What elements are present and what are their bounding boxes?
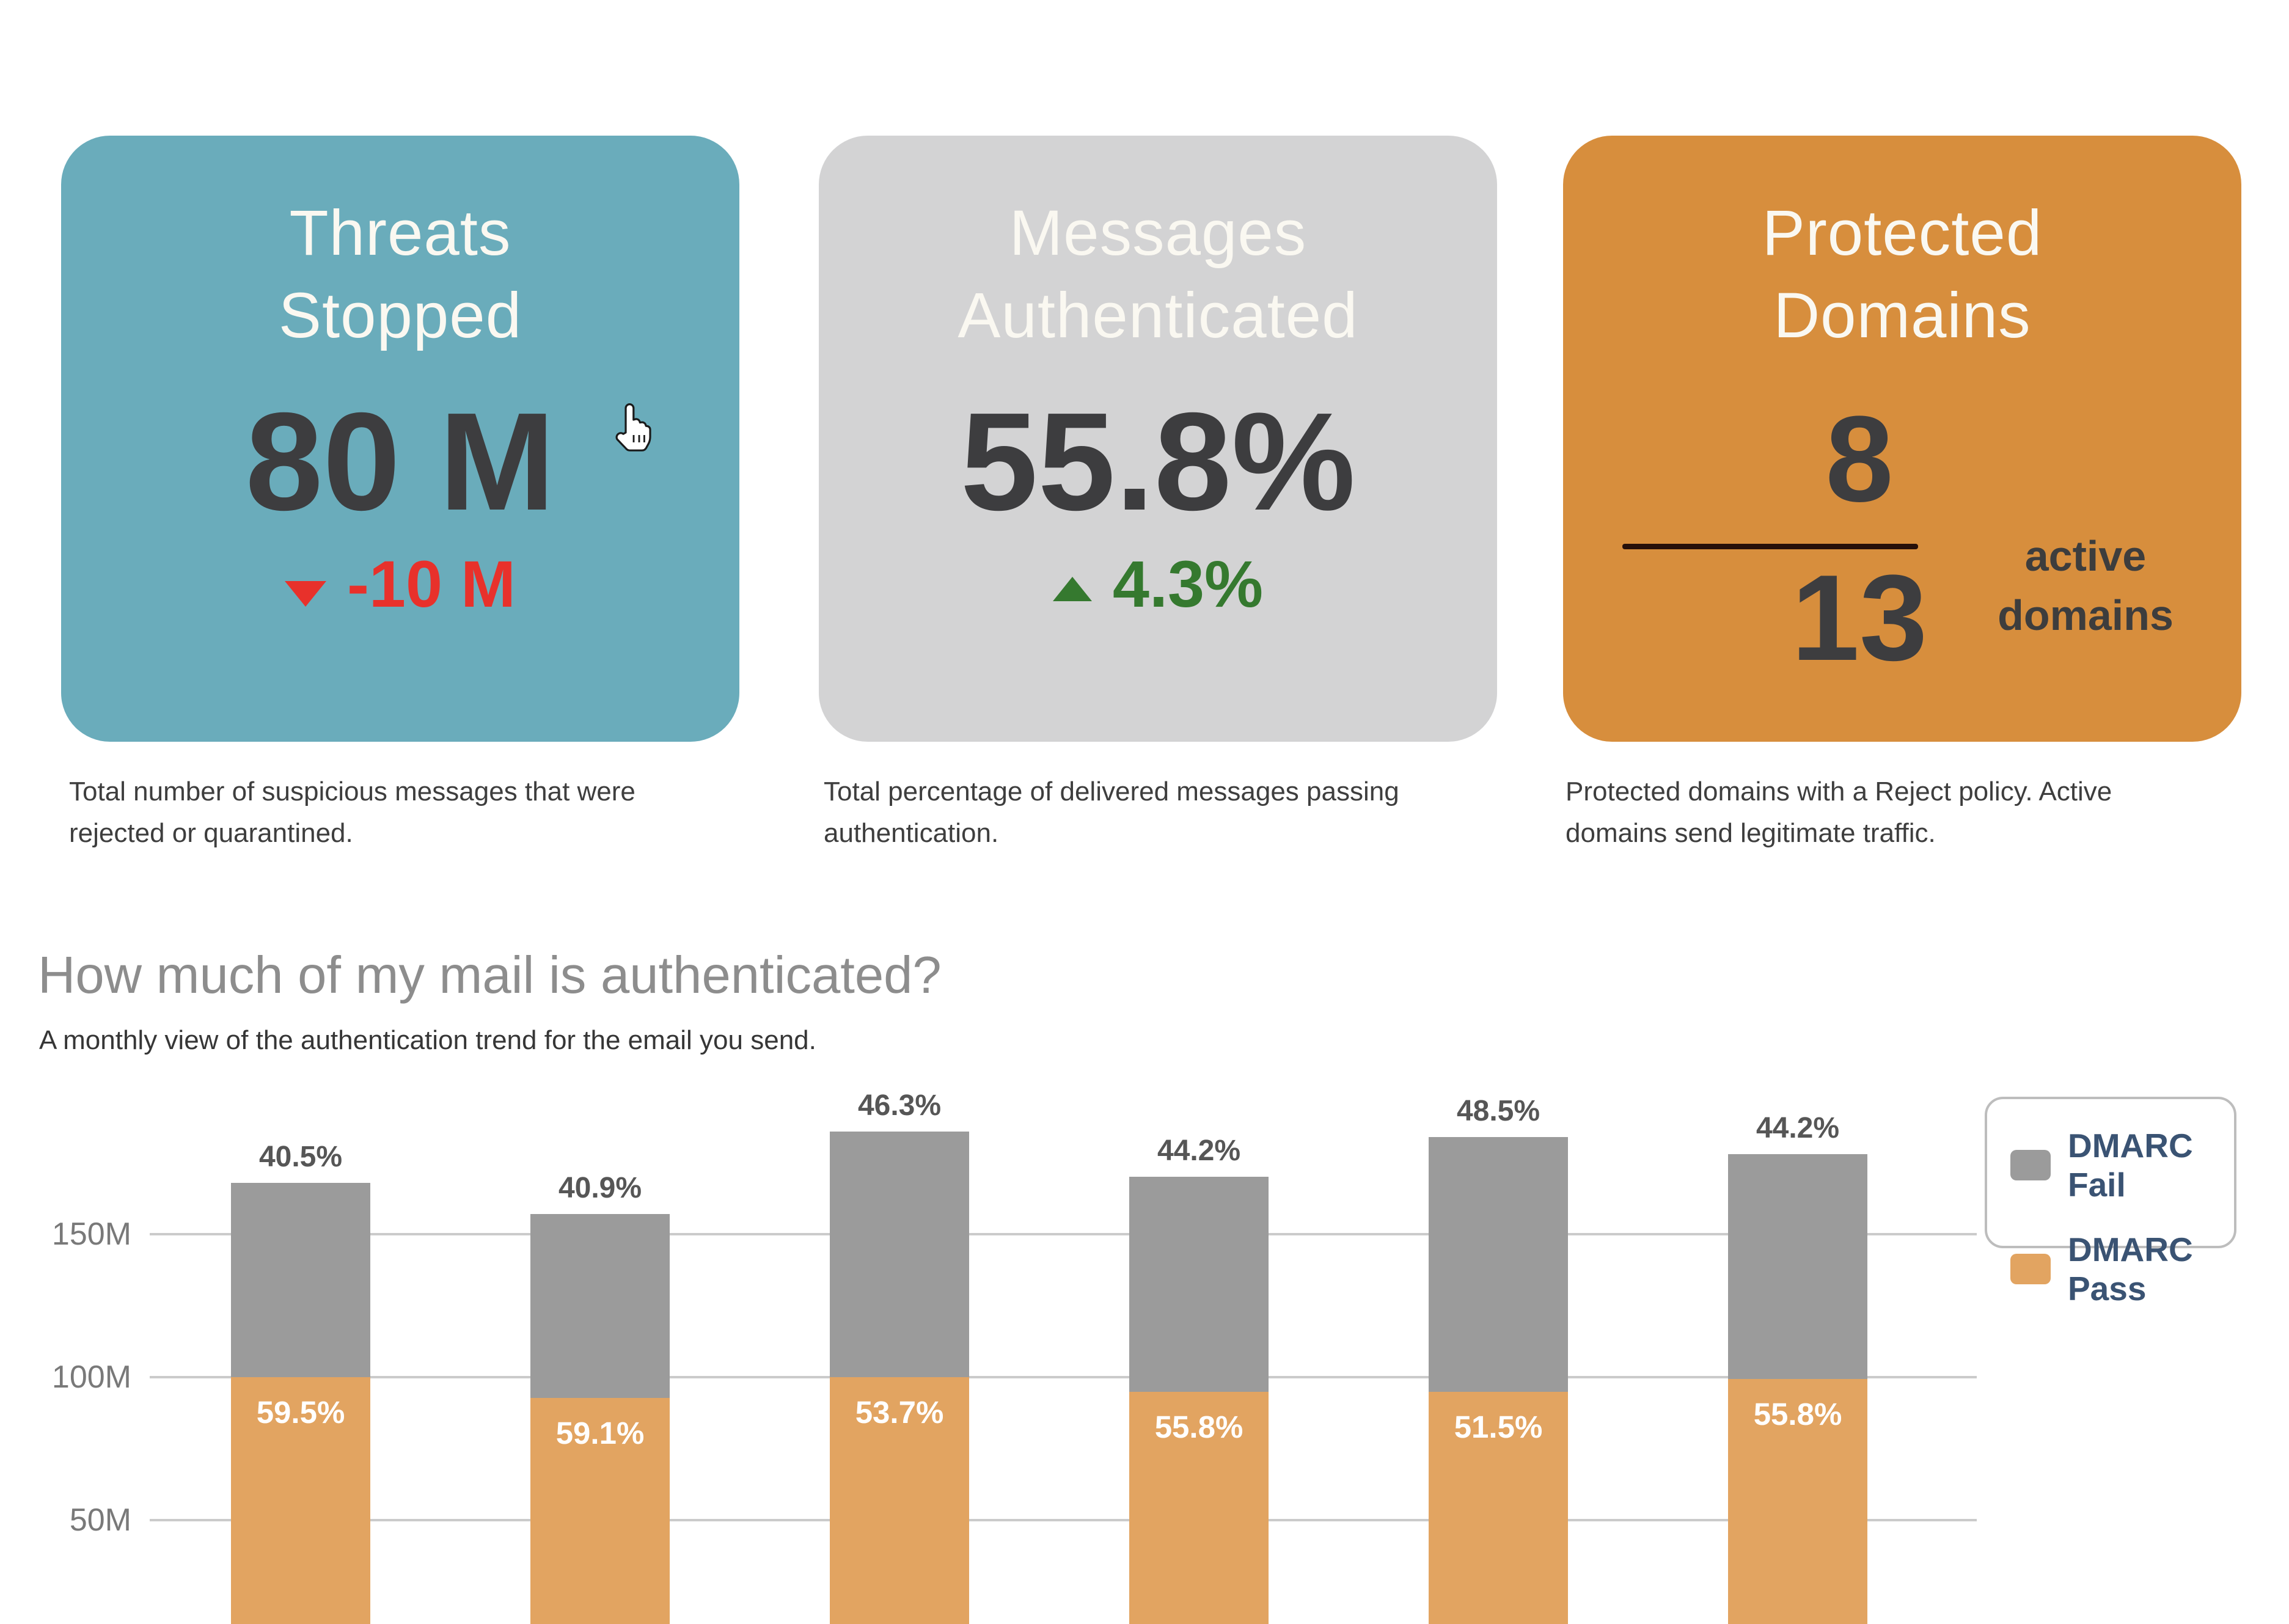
bar-5-pass-pct-label: 51.5% (1454, 1410, 1543, 1445)
legend-item-dmarc-fail[interactable]: DMARC Fail (2010, 1126, 2234, 1204)
messages-authenticated-description: Total percentage of delivered messages p… (824, 777, 1399, 849)
hand-pointer-cursor-icon (615, 403, 651, 452)
bar-5-fail-pct-label: 48.5% (1456, 1094, 1540, 1127)
triangle-down-icon (284, 581, 326, 607)
bar-1-fail-pct-label: 40.5% (258, 1140, 343, 1173)
bar-6-pass-pct-label: 55.8% (1753, 1397, 1842, 1432)
legend-label: DMARC Pass (2068, 1231, 2193, 1308)
dmarc-pass-swatch (2010, 1254, 2051, 1284)
messages-authenticated-delta: 4.3% (819, 551, 1497, 617)
card-title-line1: Protected (1762, 197, 2043, 269)
bar-6-dmarc-fail-segment[interactable] (1728, 1154, 1867, 1380)
card-title: Threats Stopped (61, 192, 739, 357)
gridline-50M (150, 1519, 1977, 1521)
chart-section-heading: How much of my mail is authenticated? (38, 946, 942, 1004)
bar-3-dmarc-fail-segment[interactable] (830, 1131, 969, 1378)
bar-2-pass-pct-label: 59.1% (555, 1415, 645, 1450)
active-domains-count: 13 (1791, 550, 1928, 686)
card-title-line2: Stopped (278, 280, 522, 352)
gridline-100M (150, 1376, 1977, 1378)
dmarc-trend-chart: 50M 100M 150M 40.5% 59.5% 40.9% 59.1% 46.3% 53.7… (0, 1075, 2289, 1624)
protected-domains-description: Protected domains with a Reject policy. … (1566, 777, 2112, 849)
threats-stopped-value: 80 M (245, 384, 555, 540)
messages-authenticated-value: 55.8% (960, 384, 1356, 540)
bar-4-fail-pct-label: 44.2% (1157, 1135, 1241, 1168)
card-title: Messages Authenticated (819, 192, 1497, 357)
protected-domains-count: 8 (1825, 391, 1894, 527)
threats-stopped-delta: -10 M (61, 551, 739, 617)
chart-section-subheading: A monthly view of the authentication tre… (39, 1025, 816, 1055)
active-domains-label: active domains (1998, 532, 2174, 639)
bar-4-pass-pct-label: 55.8% (1154, 1409, 1243, 1444)
kpi-card-messages-authenticated[interactable]: Messages Authenticated 55.8% 4.3% (819, 136, 1497, 742)
bar-5-dmarc-fail-segment[interactable] (1429, 1136, 1568, 1392)
card-title: Protected Domains (1563, 192, 2241, 357)
card-title-line1: Threats (289, 197, 511, 269)
bar-4-dmarc-pass-segment[interactable] (1129, 1391, 1269, 1624)
bar-1-dmarc-fail-segment[interactable] (231, 1182, 370, 1377)
bar-6-fail-pct-label: 44.2% (1756, 1111, 1840, 1144)
legend-item-dmarc-pass[interactable]: DMARC Pass (2010, 1230, 2234, 1308)
legend-label: DMARC Fail (2068, 1127, 2193, 1204)
bar-5-dmarc-pass-segment[interactable] (1429, 1392, 1568, 1624)
bar-6-dmarc-pass-segment[interactable] (1728, 1379, 1867, 1624)
delta-value: 4.3% (1112, 547, 1264, 621)
y-tick-50M: 50M (69, 1502, 131, 1538)
bar-2-dmarc-fail-segment[interactable] (530, 1214, 670, 1398)
fraction-divider-line (1622, 544, 1918, 549)
card-title-line1: Messages (1009, 197, 1307, 269)
y-tick-150M: 150M (51, 1216, 131, 1252)
kpi-card-protected-domains[interactable]: Protected Domains 8 13 active domains (1563, 136, 2241, 742)
bar-4-dmarc-fail-segment[interactable] (1129, 1177, 1269, 1392)
bar-3-dmarc-pass-segment[interactable] (830, 1377, 969, 1624)
card-title-line2: Authenticated (958, 280, 1358, 352)
bar-2-dmarc-pass-segment[interactable] (530, 1397, 670, 1624)
bar-2-fail-pct-label: 40.9% (558, 1172, 642, 1205)
dmarc-fail-swatch (2010, 1150, 2051, 1180)
chart-legend: DMARC Fail DMARC Pass (1985, 1097, 2236, 1308)
delta-value: -10 M (346, 547, 516, 621)
threats-stopped-description: Total number of suspicious messages that… (69, 777, 635, 849)
bar-1-dmarc-pass-segment[interactable] (231, 1377, 370, 1624)
bar-3-pass-pct-label: 53.7% (855, 1395, 944, 1430)
gridline-150M (150, 1233, 1977, 1235)
y-tick-100M: 100M (51, 1359, 131, 1395)
card-title-line2: Domains (1773, 280, 2031, 352)
triangle-up-icon (1052, 577, 1092, 601)
bar-1-pass-pct-label: 59.5% (256, 1395, 345, 1430)
bar-3-fail-pct-label: 46.3% (857, 1089, 942, 1122)
